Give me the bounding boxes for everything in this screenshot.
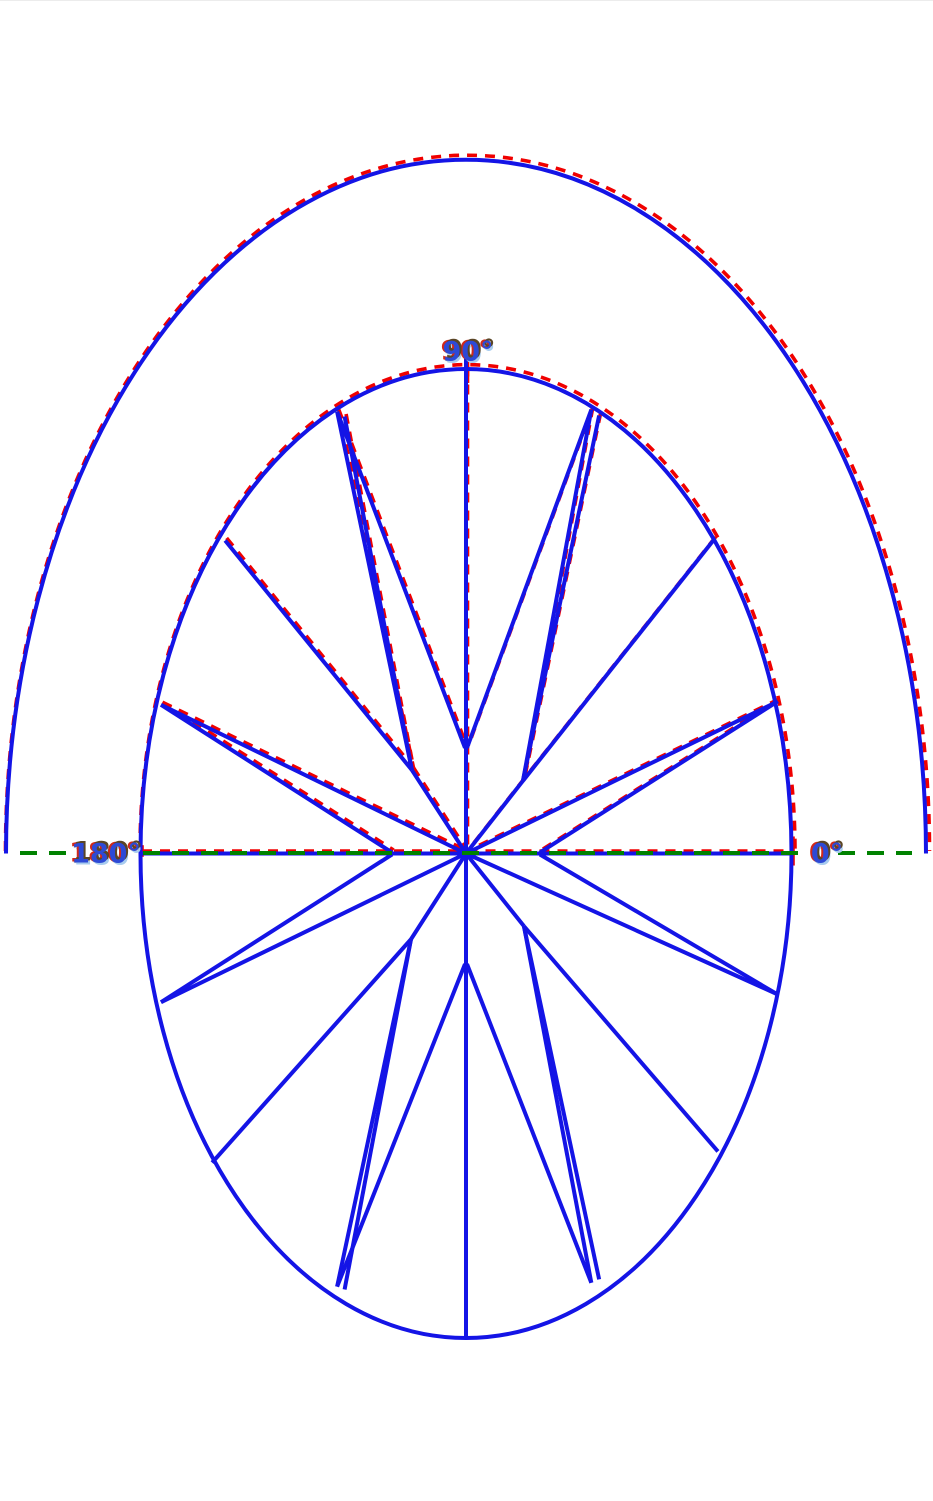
pattern-segment-blue: [160, 702, 467, 856]
pattern-segment-blue: [159, 852, 394, 1004]
pattern-segment-red: [225, 536, 415, 769]
pattern-segment-blue: [465, 851, 778, 996]
pattern-segment-blue: [521, 415, 602, 782]
pattern-segment-red: [161, 700, 469, 853]
pattern-segment-blue: [159, 703, 394, 855]
outer-boundary-arc-blue: [4, 157, 928, 854]
pattern-segment-blue: [410, 769, 468, 855]
pattern-segment-blue: [335, 410, 467, 749]
pattern-segment-blue: [210, 937, 413, 1164]
pattern-segment-blue: [521, 538, 716, 783]
pattern-segment-blue: [522, 924, 720, 1153]
pattern-segment-blue: [335, 963, 467, 1288]
pattern-segment-blue: [342, 416, 414, 771]
pattern-segment-blue: [464, 779, 525, 855]
pattern-segment-blue: [465, 409, 594, 749]
angle-label-90: 90°: [442, 336, 494, 368]
pattern-segment-blue: [223, 539, 414, 772]
pattern-segment-blue: [160, 851, 467, 1005]
pattern-segment-blue: [342, 938, 413, 1290]
pattern-segment-blue: [465, 963, 594, 1284]
angle-label-180: 180°: [71, 838, 141, 870]
pattern-segment-blue: [521, 925, 602, 1280]
pattern-segment-blue: [538, 699, 779, 855]
pattern-segment-red: [161, 700, 395, 852]
angle-label-0: 0°: [810, 838, 844, 870]
pattern-segment-blue: [465, 699, 779, 856]
pattern-segment-red: [336, 408, 469, 747]
pattern-segment-blue: [538, 852, 778, 996]
pattern-segment-blue: [464, 852, 526, 928]
pattern-segment-blue: [409, 852, 468, 941]
outer-boundary-arc-red: [3, 153, 932, 852]
